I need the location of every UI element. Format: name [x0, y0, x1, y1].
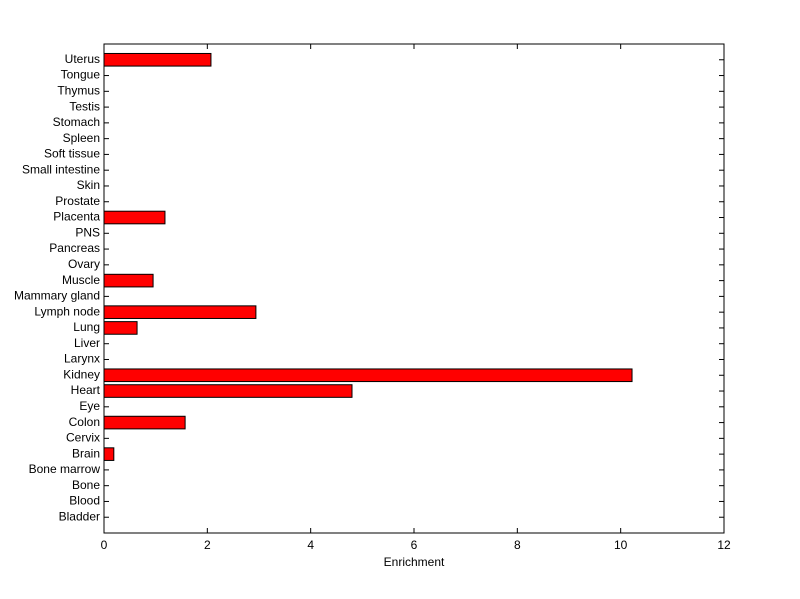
- bar: [103, 321, 138, 335]
- x-tick-label: 8: [514, 538, 521, 552]
- y-tick-label: Cervix: [66, 431, 100, 445]
- bar: [103, 415, 186, 430]
- y-tick-label: Small intestine: [22, 162, 100, 176]
- y-tick-label: PNS: [75, 225, 100, 239]
- bar: [103, 52, 212, 67]
- x-tick-label: 2: [204, 538, 211, 552]
- y-tick-label: Eye: [79, 399, 100, 413]
- y-tick-label: Thymus: [57, 83, 100, 97]
- y-tick-label: Larynx: [64, 352, 100, 366]
- y-tick-label: Lung: [73, 320, 100, 334]
- y-tick-label: Bone: [72, 478, 100, 492]
- y-tick-label: Kidney: [63, 367, 100, 381]
- y-tick-label: Liver: [74, 336, 100, 350]
- y-tick-label: Colon: [69, 415, 100, 429]
- y-tick-label: Ovary: [68, 257, 100, 271]
- bar: [103, 305, 257, 319]
- y-tick-label: Stomach: [53, 115, 100, 129]
- y-tick-label: Skin: [77, 178, 100, 192]
- y-tick-label: Bone marrow: [29, 462, 101, 476]
- y-tick-label: Pancreas: [49, 241, 100, 255]
- y-tick-label: Soft tissue: [44, 147, 100, 161]
- y-tick-label: Prostate: [55, 194, 100, 208]
- y-tick-label: Placenta: [53, 210, 100, 224]
- plot-frame: [103, 43, 725, 534]
- bar: [103, 210, 166, 225]
- y-tick-label: Spleen: [63, 131, 100, 145]
- y-tick-label: Brain: [72, 446, 100, 460]
- y-tick-label: Testis: [69, 99, 100, 113]
- bar: [103, 368, 633, 383]
- y-tick-label: Bladder: [59, 509, 100, 523]
- x-tick-label: 10: [614, 538, 628, 552]
- y-tick-label: Uterus: [65, 52, 100, 66]
- y-tick-label: Blood: [69, 494, 100, 508]
- y-tick-label: Tongue: [61, 68, 101, 82]
- x-tick-label: 4: [307, 538, 314, 552]
- y-tick-label: Lymph node: [34, 304, 100, 318]
- y-tick-label: Heart: [71, 383, 101, 397]
- bar: [103, 384, 353, 398]
- y-tick-label: Muscle: [62, 273, 100, 287]
- bar: [103, 273, 154, 288]
- bar: [103, 447, 115, 461]
- y-tick-label: Mammary gland: [14, 289, 100, 303]
- x-tick-label: 0: [101, 538, 108, 552]
- x-axis-label: Enrichment: [384, 555, 445, 569]
- x-tick-label: 6: [411, 538, 418, 552]
- x-tick-label: 12: [717, 538, 731, 552]
